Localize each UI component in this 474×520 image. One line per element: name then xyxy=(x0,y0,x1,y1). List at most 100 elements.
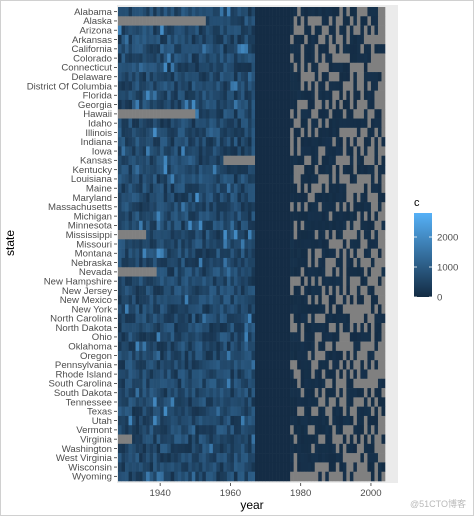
heatmap-cell xyxy=(195,183,200,194)
heatmap-cell xyxy=(125,453,129,463)
heatmap-cell xyxy=(216,44,221,54)
heatmap-cell xyxy=(163,248,168,259)
heatmap-cell xyxy=(349,62,354,73)
heatmap-cell xyxy=(132,137,136,147)
heatmap-cell xyxy=(328,378,333,389)
heatmap-cell xyxy=(356,99,361,110)
heatmap-cell xyxy=(349,285,354,296)
heatmap-cell xyxy=(265,276,270,287)
heatmap-cell xyxy=(276,81,280,91)
heatmap-cell xyxy=(156,341,161,352)
heatmap-cell xyxy=(139,44,143,54)
heatmap-cell xyxy=(265,369,270,380)
heatmap-cell xyxy=(240,360,245,370)
heatmap-cell xyxy=(125,211,129,222)
heatmap-cell xyxy=(307,443,312,454)
heatmap-cell xyxy=(163,25,168,36)
heatmap-cell xyxy=(233,388,238,398)
heatmap-cell xyxy=(321,332,326,342)
heatmap-cell xyxy=(146,16,150,26)
heatmap-cell xyxy=(381,211,386,222)
heatmap-cell xyxy=(125,471,129,482)
heatmap-cell xyxy=(276,406,280,417)
heatmap-cell xyxy=(370,174,375,184)
heatmap-cell xyxy=(311,257,316,268)
heatmap-cell xyxy=(367,137,372,147)
heatmap-cell xyxy=(370,406,375,417)
heatmap-cell xyxy=(188,109,193,119)
heatmap-cell xyxy=(146,267,150,277)
heatmap-cell xyxy=(276,434,280,445)
heatmap-cell xyxy=(125,118,129,129)
heatmap-cell xyxy=(265,211,270,222)
heatmap-cell xyxy=(198,276,203,287)
heatmap-cell xyxy=(121,378,126,389)
heatmap-cell xyxy=(293,174,298,184)
heatmap-cell xyxy=(118,388,122,398)
heatmap-cell xyxy=(128,267,133,277)
heatmap-cell xyxy=(304,16,309,26)
heatmap-cell xyxy=(272,25,277,36)
heatmap-cell xyxy=(356,239,361,249)
heatmap-cell xyxy=(174,415,179,426)
heatmap-row-maine xyxy=(118,183,386,194)
heatmap-cell xyxy=(226,81,231,91)
heatmap-cell xyxy=(283,388,287,398)
heatmap-row-arkansas xyxy=(118,34,386,45)
heatmap-cell xyxy=(370,155,375,166)
heatmap-cell xyxy=(191,183,196,194)
heatmap-cell xyxy=(279,313,284,324)
heatmap-cell xyxy=(188,99,193,110)
heatmap-cell xyxy=(370,230,375,240)
heatmap-cell xyxy=(262,174,266,184)
heatmap-cell xyxy=(381,304,386,314)
heatmap-cell xyxy=(233,211,238,222)
heatmap-cell xyxy=(304,44,309,54)
heatmap-cell xyxy=(367,192,372,203)
heatmap-cell xyxy=(209,230,214,240)
heatmap-cell xyxy=(230,248,235,259)
heatmap-cell xyxy=(233,425,238,435)
heatmap-cell xyxy=(219,25,224,36)
heatmap-cell xyxy=(370,285,375,296)
heatmap-cell xyxy=(251,285,256,296)
heatmap-cell xyxy=(149,276,154,287)
heatmap-cell xyxy=(167,378,171,389)
heatmap-cell xyxy=(153,137,157,147)
heatmap-cell xyxy=(276,7,280,17)
heatmap-cell xyxy=(279,165,284,175)
heatmap-cell xyxy=(209,323,214,333)
heatmap-cell xyxy=(297,276,301,287)
heatmap-cell xyxy=(342,304,347,314)
heatmap-cell xyxy=(195,378,200,389)
heatmap-cell xyxy=(367,53,372,64)
heatmap-cell xyxy=(251,239,256,249)
heatmap-cell xyxy=(311,25,316,36)
heatmap-cell xyxy=(374,378,379,389)
heatmap-cell xyxy=(240,323,245,333)
heatmap-cell xyxy=(318,25,323,36)
heatmap-cell xyxy=(233,323,238,333)
heatmap-cell xyxy=(353,462,358,472)
heatmap-cell xyxy=(353,16,358,26)
heatmap-cell xyxy=(191,81,196,91)
heatmap-cell xyxy=(205,360,210,370)
heatmap-cell xyxy=(233,304,238,314)
heatmap-cell xyxy=(118,165,122,175)
heatmap-cell xyxy=(353,183,358,194)
heatmap-cell xyxy=(181,257,186,268)
heatmap-cell xyxy=(118,7,122,17)
heatmap-cell xyxy=(272,53,277,64)
heatmap-cell xyxy=(219,313,224,324)
heatmap-cell xyxy=(283,360,287,370)
heatmap-cell xyxy=(163,155,168,166)
heatmap-cell xyxy=(304,127,309,138)
heatmap-cell xyxy=(244,211,249,222)
heatmap-cell xyxy=(223,72,228,82)
heatmap-cell xyxy=(328,304,333,314)
heatmap-cell xyxy=(286,462,291,472)
heatmap-cell xyxy=(247,99,252,110)
heatmap-cell xyxy=(339,453,344,463)
heatmap-cell xyxy=(255,192,259,203)
heatmap-cell xyxy=(237,25,242,36)
